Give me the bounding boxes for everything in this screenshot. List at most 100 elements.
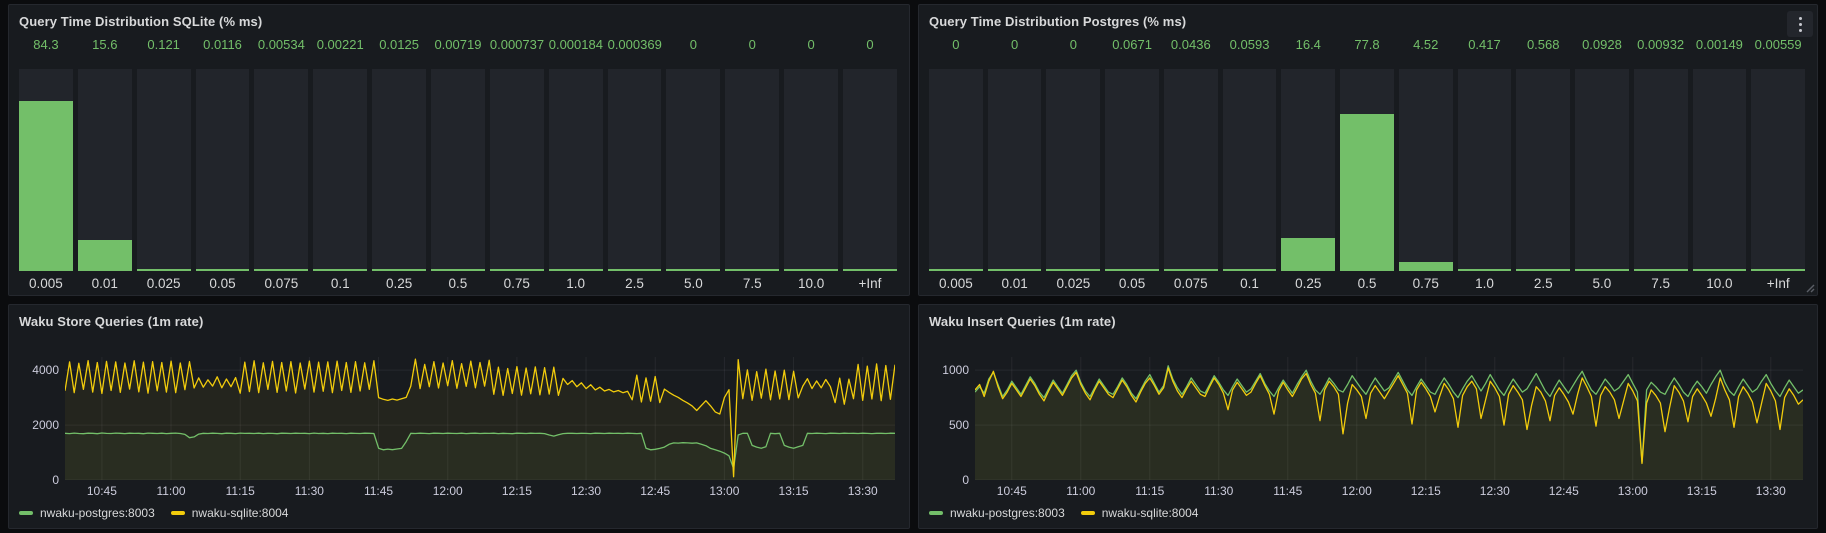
timeseries-plot-store[interactable] xyxy=(65,357,895,480)
panel-menu-icon[interactable] xyxy=(1787,11,1813,37)
bar-column[interactable]: 0.0928 5.0 xyxy=(1575,37,1629,293)
bar-fill xyxy=(1751,269,1806,271)
bar-track xyxy=(548,69,603,271)
bar-value: 0.00149 xyxy=(1695,37,1743,52)
legend-label: nwaku-postgres:8003 xyxy=(40,506,155,520)
y-tick-label: 2000 xyxy=(32,418,59,433)
bar-column[interactable]: 0 0.025 xyxy=(1046,37,1101,293)
x-tick-label: 13:00 xyxy=(1617,484,1648,498)
bar-column[interactable]: 0.0593 0.1 xyxy=(1222,37,1277,293)
bar-fill xyxy=(195,269,250,271)
bar-track xyxy=(1105,69,1159,271)
bar-column[interactable]: 0.00719 0.5 xyxy=(431,37,485,293)
bar-column[interactable]: 0.00559 +Inf xyxy=(1751,37,1806,293)
bar-column[interactable]: 0 +Inf xyxy=(843,37,897,293)
bar-column[interactable]: 16.4 0.25 xyxy=(1281,37,1336,293)
resize-handle[interactable] xyxy=(1806,284,1815,293)
bar-value: 0.121 xyxy=(147,37,180,52)
bar-track xyxy=(1457,69,1512,271)
bar-bucket-label: 2.5 xyxy=(625,276,644,291)
legend-item[interactable]: nwaku-sqlite:8004 xyxy=(170,506,288,520)
bar-fill xyxy=(1046,269,1101,271)
bar-value: 0.0593 xyxy=(1229,37,1270,52)
bar-value: 0.568 xyxy=(1526,37,1560,52)
bar-column[interactable]: 0 7.5 xyxy=(725,37,780,293)
bar-bucket-label: 2.5 xyxy=(1533,276,1553,291)
bar-value: 0.0436 xyxy=(1170,37,1211,52)
panel-title[interactable]: Waku Store Queries (1m rate) xyxy=(9,305,909,337)
legend-item[interactable]: nwaku-postgres:8003 xyxy=(19,506,155,520)
bar-track xyxy=(1516,69,1571,271)
bar-column[interactable]: 0 5.0 xyxy=(666,37,721,293)
bar-gauge-sqlite[interactable]: 84.3 0.005 15.6 0.01 0.121 0.025 0.0116 0.05 0.0… xyxy=(19,37,897,293)
bar-fill xyxy=(254,269,309,271)
bar-column[interactable]: 0.000369 2.5 xyxy=(607,37,662,293)
bar-value: 0 xyxy=(1010,37,1019,52)
bar-value: 0 xyxy=(748,37,756,52)
bar-track xyxy=(1633,69,1688,271)
bar-column[interactable]: 0.00149 10.0 xyxy=(1692,37,1747,293)
bar-value: 77.8 xyxy=(1354,37,1380,52)
bar-column[interactable]: 0.121 0.025 xyxy=(136,37,191,293)
bar-column[interactable]: 84.3 0.005 xyxy=(19,37,73,293)
bar-column[interactable]: 0.000737 0.75 xyxy=(489,37,544,293)
bar-track xyxy=(725,69,780,271)
bar-track xyxy=(1281,69,1336,271)
x-tick-label: 12:00 xyxy=(1341,484,1372,498)
bar-bucket-label: 0.01 xyxy=(1001,276,1028,291)
bar-value: 0.00534 xyxy=(257,37,305,52)
bar-bucket-label: 0.01 xyxy=(91,276,118,291)
bar-column[interactable]: 0 0.005 xyxy=(929,37,983,293)
bar-track xyxy=(784,69,839,271)
bar-column[interactable]: 0.00932 7.5 xyxy=(1633,37,1688,293)
bar-value: 16.4 xyxy=(1295,37,1321,52)
bar-fill xyxy=(1222,269,1277,271)
x-tick-label: 13:00 xyxy=(709,484,740,498)
bar-track xyxy=(1046,69,1101,271)
bar-bucket-label: 0.1 xyxy=(1240,276,1259,291)
bar-bucket-label: 1.0 xyxy=(1475,276,1494,291)
bar-value: 0.00559 xyxy=(1754,37,1802,52)
bar-column[interactable]: 0.00221 0.1 xyxy=(313,37,368,293)
bar-column[interactable]: 0.417 1.0 xyxy=(1457,37,1512,293)
x-tick-label: 11:45 xyxy=(1273,484,1303,498)
panel-title[interactable]: Query Time Distribution SQLite (% ms) xyxy=(9,5,909,37)
x-tick-label: 12:45 xyxy=(1548,484,1579,498)
bar-bucket-label: 0.025 xyxy=(146,276,181,291)
timeseries-svg xyxy=(65,357,895,480)
bar-value: 0.0671 xyxy=(1112,37,1152,52)
bar-value: 0.00719 xyxy=(434,37,482,52)
bar-column[interactable]: 0.0125 0.25 xyxy=(372,37,427,293)
legend-swatch-icon xyxy=(170,511,185,515)
bar-column[interactable]: 15.6 0.01 xyxy=(77,37,132,293)
bar-column[interactable]: 0.00534 0.075 xyxy=(254,37,309,293)
bar-column[interactable]: 4.52 0.75 xyxy=(1398,37,1453,293)
bar-value: 0.0125 xyxy=(379,37,419,52)
panel-waku-store-queries: Waku Store Queries (1m rate) 10:45 11:00 1… xyxy=(8,304,910,529)
bar-column[interactable]: 0.0436 0.075 xyxy=(1163,37,1218,293)
panel-title[interactable]: Query Time Distribution Postgres (% ms) xyxy=(919,5,1817,37)
bar-fill xyxy=(1398,261,1453,271)
timeseries-plot-insert[interactable] xyxy=(975,357,1803,480)
legend-item[interactable]: nwaku-postgres:8003 xyxy=(929,506,1065,520)
bar-fill xyxy=(1575,269,1629,271)
bar-fill xyxy=(1340,113,1394,271)
bar-value: 0 xyxy=(807,37,815,52)
series-line-nwaku-postgres:8003 xyxy=(975,365,1803,464)
bar-bucket-label: 0.005 xyxy=(29,276,63,291)
bar-column[interactable]: 0.0116 0.05 xyxy=(195,37,250,293)
bar-column[interactable]: 0.000184 1.0 xyxy=(548,37,603,293)
bar-gauge-postgres[interactable]: 0 0.005 0 0.01 0 0.025 0.0671 0.05 0.0436 0.075 0.… xyxy=(929,37,1806,293)
bar-fill xyxy=(19,100,73,271)
bar-column[interactable]: 0.568 2.5 xyxy=(1516,37,1571,293)
panel-title[interactable]: Waku Insert Queries (1m rate) xyxy=(919,305,1817,337)
bar-column[interactable]: 0.0671 0.05 xyxy=(1105,37,1159,293)
x-tick-label: 12:15 xyxy=(501,484,532,498)
y-tick-label: 0 xyxy=(52,473,59,487)
bar-column[interactable]: 0 10.0 xyxy=(784,37,839,293)
legend-item[interactable]: nwaku-sqlite:8004 xyxy=(1080,506,1198,520)
bar-column[interactable]: 0 0.01 xyxy=(987,37,1042,293)
bar-bucket-label: +Inf xyxy=(858,276,882,291)
bar-column[interactable]: 77.8 0.5 xyxy=(1340,37,1394,293)
x-tick-label: 12:30 xyxy=(1479,484,1510,498)
